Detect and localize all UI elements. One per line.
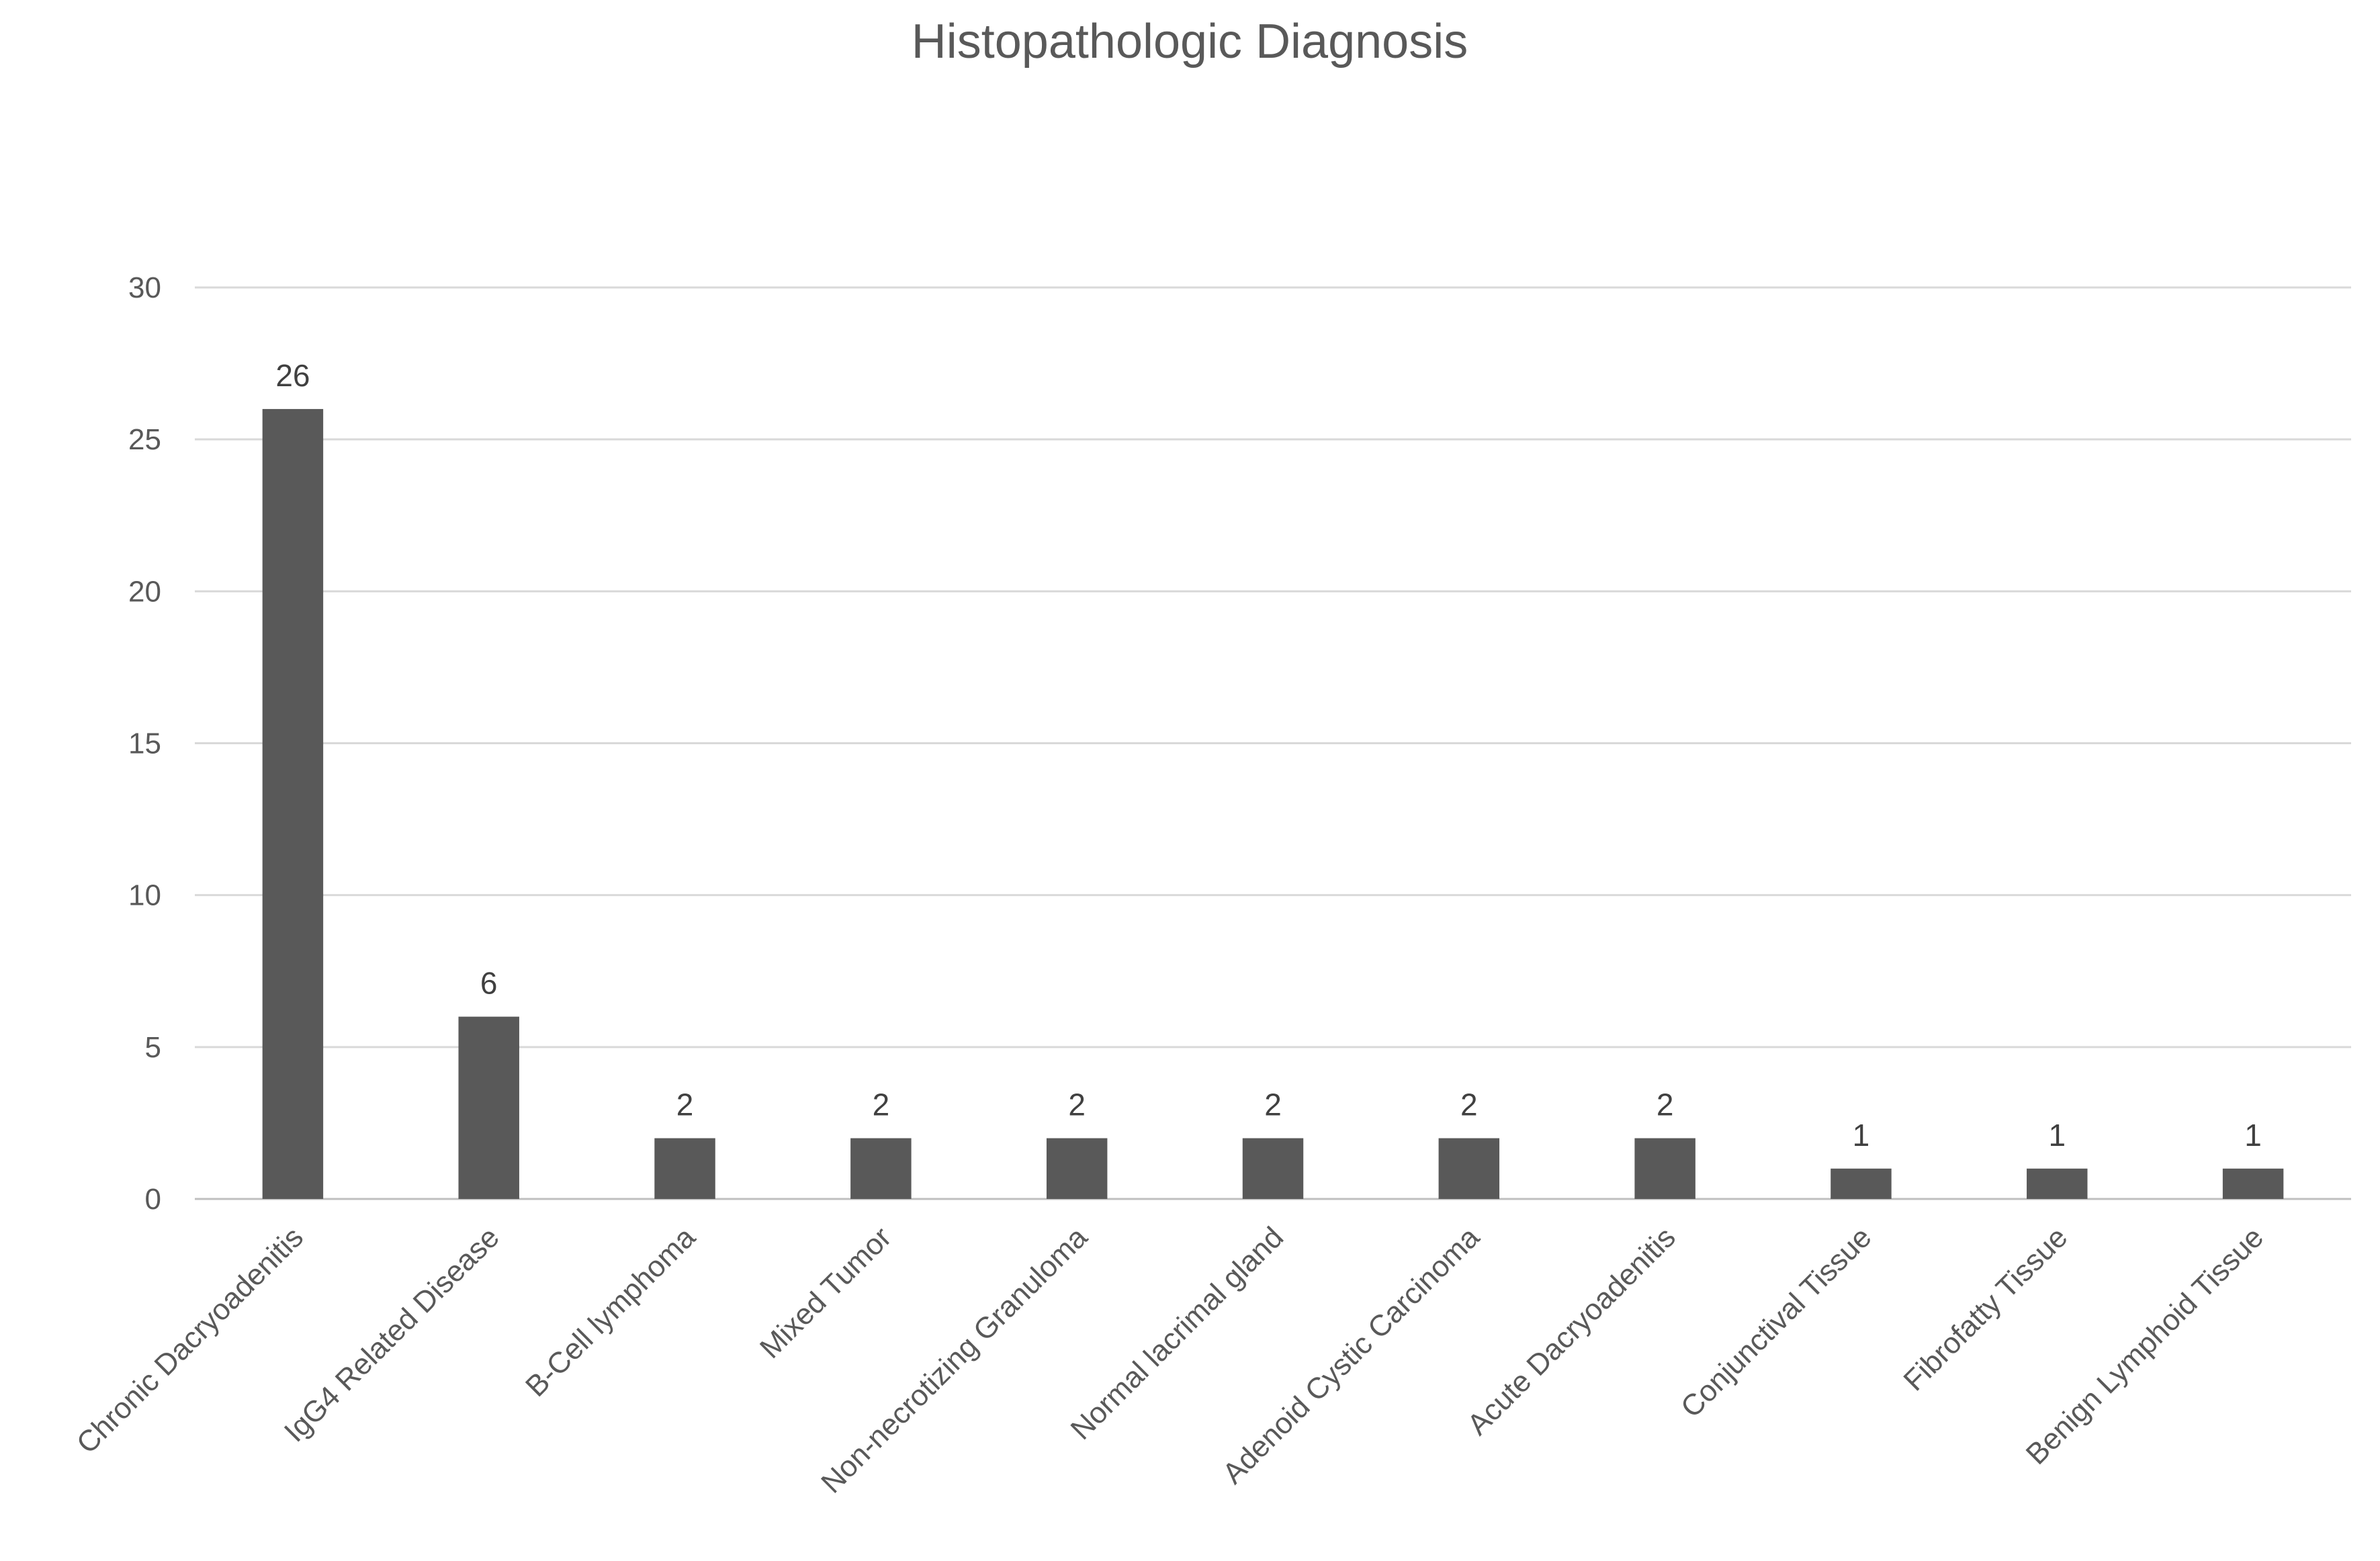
data-label: 6 — [480, 966, 498, 1001]
bar-7 — [1634, 1138, 1695, 1199]
bar-2 — [654, 1138, 715, 1199]
y-tick-label: 5 — [145, 1031, 161, 1064]
y-axis-tick-labels: 0 5 10 15 20 25 30 — [128, 271, 161, 1216]
bar-5 — [1242, 1138, 1304, 1199]
y-tick-label: 25 — [128, 423, 161, 456]
data-label: 2 — [873, 1087, 890, 1122]
x-category-label: Chronic Dacryoadenitis — [71, 1220, 310, 1460]
bar-0 — [262, 408, 324, 1199]
data-label: 2 — [1068, 1087, 1086, 1122]
data-label: 1 — [2048, 1118, 2066, 1153]
y-tick-label: 30 — [128, 271, 161, 304]
y-tick-label: 0 — [145, 1183, 161, 1216]
bar-8 — [1831, 1168, 1892, 1199]
x-category-label: Conjunctival Tissue — [1675, 1220, 1878, 1424]
bar-9 — [2027, 1168, 2088, 1199]
data-label: 2 — [1460, 1087, 1478, 1122]
x-category-label: Normal lacrimal gland — [1065, 1220, 1290, 1446]
bar-10 — [2222, 1168, 2284, 1199]
x-category-label: IgG4 Related Disease — [278, 1220, 506, 1448]
data-label: 26 — [275, 358, 310, 393]
data-labels: 26 6 2 2 2 2 2 2 1 1 1 — [275, 358, 2262, 1153]
gridlines — [195, 286, 2351, 1200]
data-label: 1 — [2244, 1118, 2262, 1153]
x-category-label: Fibrofatty Tissue — [1897, 1220, 2074, 1397]
y-tick-label: 20 — [128, 575, 161, 608]
chart-title: Histopathologic Diagnosis — [912, 15, 1468, 69]
bar-4 — [1046, 1138, 1108, 1199]
data-label: 1 — [1853, 1118, 1870, 1153]
data-label: 2 — [1264, 1087, 1282, 1122]
x-category-label: Mixed Tumor — [754, 1220, 897, 1364]
data-label: 2 — [1657, 1087, 1674, 1122]
x-category-label: B-Cell lymphoma — [519, 1220, 702, 1403]
bar-1 — [458, 1016, 519, 1199]
bar-3 — [850, 1138, 912, 1199]
y-tick-label: 10 — [128, 879, 161, 912]
bars — [262, 408, 2284, 1199]
data-label: 2 — [676, 1087, 694, 1122]
x-category-label: Acute Dacryoadenitis — [1461, 1220, 1682, 1441]
y-tick-label: 15 — [128, 727, 161, 760]
bar-6 — [1438, 1138, 1500, 1199]
